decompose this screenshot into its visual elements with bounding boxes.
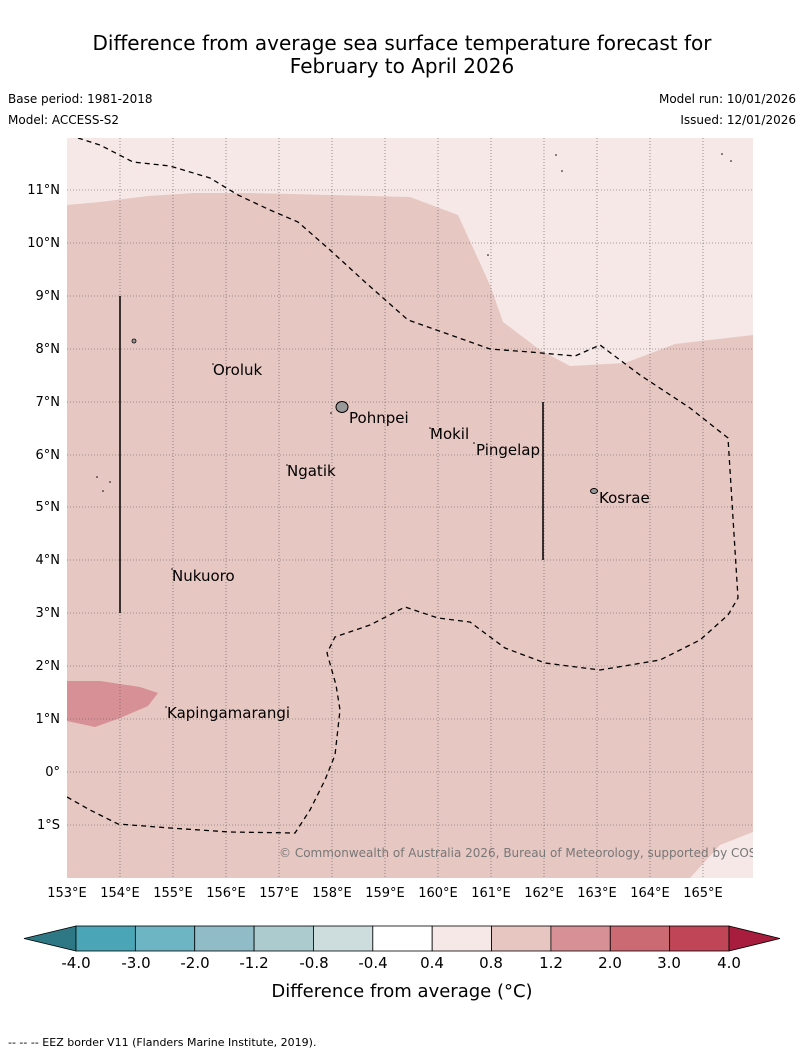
place-label-mokil: Mokil (430, 425, 469, 443)
map-plot-area: Oroluk Pohnpei Mokil Pingelap Ngatik Kos… (67, 138, 784, 878)
colorbar-tick-label: -4.0 (61, 954, 90, 972)
eez-border (67, 138, 739, 834)
lon-label: 161°E (471, 886, 511, 901)
colorbar-tick-label: 0.4 (420, 954, 444, 972)
title-line-1: Difference from average sea surface temp… (92, 31, 712, 55)
place-label-nukuoro: Nukuoro (172, 567, 235, 585)
colorbar-tick-label: 3.0 (657, 954, 681, 972)
colorbar-swatch (609, 925, 671, 952)
colorbar-tick-label: -0.4 (358, 954, 387, 972)
place-label-kosrae: Kosrae (599, 489, 650, 507)
lat-label: 9°N (36, 289, 61, 304)
colorbar-tick-label: -3.0 (121, 954, 150, 972)
lat-label: 6°N (36, 448, 61, 463)
colorbar-extend-low (23, 925, 77, 952)
map-grid (67, 138, 753, 878)
colorbar-swatch (491, 925, 552, 952)
colorbar-tick-label: -0.8 (299, 954, 328, 972)
latitude-labels: 11°N 10°N 9°N 8°N 7°N 6°N 5°N 4°N 3°N 2°… (27, 183, 60, 833)
lat-label: 3°N (36, 606, 61, 621)
map-title: Difference from average sea surface temp… (0, 32, 804, 78)
lat-label: 8°N (36, 342, 61, 357)
place-label-pohnpei: Pohnpei (349, 409, 409, 427)
small-islets (96, 153, 732, 708)
colorbar-tick-label: 1.2 (539, 954, 563, 972)
anomaly-region-0.4-0.8-southeast (690, 832, 753, 878)
lat-label: 10°N (27, 236, 60, 251)
issued-date: Issued: 12/01/2026 (680, 113, 796, 127)
anomaly-region-0.4-0.8-north (67, 138, 753, 366)
kosrae-island (590, 488, 598, 494)
colorbar-swatch (669, 925, 730, 952)
place-label-oroluk: Oroluk (213, 361, 262, 379)
lon-label: 165°E (683, 886, 723, 901)
lat-label: 4°N (36, 553, 61, 568)
colorbar-tick-label: 0.8 (479, 954, 503, 972)
lon-label: 156°E (206, 886, 246, 901)
lat-label: 7°N (36, 395, 61, 410)
colorbar-swatch (253, 925, 314, 952)
lat-label: 11°N (27, 183, 60, 198)
islet-west (131, 338, 137, 344)
colorbar-swatch (550, 925, 611, 952)
copyright-notice: © Commonwealth of Australia 2026, Bureau… (279, 846, 784, 860)
pohnpei-island (335, 401, 349, 413)
colorbar-swatch (431, 925, 492, 952)
lon-label: 153°E (47, 886, 87, 901)
colorbar-labels: -4.0 -3.0 -2.0 -1.2 -0.8 -0.4 0.4 0.8 1.… (61, 954, 741, 972)
lon-label: 162°E (524, 886, 564, 901)
longitude-labels: 153°E 154°E 155°E 156°E 157°E 158°E 159°… (47, 886, 723, 901)
lon-label: 158°E (312, 886, 352, 901)
colorbar-swatch (134, 925, 196, 952)
colorbar-extend-high (728, 925, 781, 952)
colorbar-tick-label: -1.2 (239, 954, 268, 972)
colorbar-swatch (372, 925, 433, 952)
eez-legend-note: -- -- -- EEZ border V11 (Flanders Marine… (8, 1036, 317, 1049)
place-label-ngatik: Ngatik (287, 462, 336, 480)
place-label-pingelap: Pingelap (476, 441, 540, 459)
lon-label: 160°E (418, 886, 458, 901)
lat-label: 1°S (37, 818, 60, 833)
lon-label: 157°E (259, 886, 299, 901)
forecast-map: Oroluk Pohnpei Mokil Pingelap Ngatik Kos… (23, 138, 784, 1002)
model-name: Model: ACCESS-S2 (8, 113, 120, 127)
colorbar-swatch (313, 925, 374, 952)
colorbar-swatch (194, 925, 255, 952)
lat-label: 2°N (36, 659, 61, 674)
lon-label: 164°E (630, 886, 670, 901)
lon-label: 154°E (100, 886, 140, 901)
anomaly-region-1.2-2.0-west (67, 681, 158, 727)
colorbar (23, 925, 781, 952)
colorbar-swatch (75, 925, 136, 952)
lon-label: 155°E (153, 886, 193, 901)
colorbar-tick-label: 4.0 (717, 954, 741, 972)
base-period: Base period: 1981-2018 (8, 92, 153, 106)
colorbar-tick-label: 2.0 (598, 954, 622, 972)
colorbar-tick-label: -2.0 (180, 954, 209, 972)
place-label-kapingamarangi: Kapingamarangi (167, 704, 290, 722)
colorbar-title: Difference from average (°C) (271, 981, 532, 1002)
lat-label: 5°N (36, 500, 61, 515)
title-line-2: February to April 2026 (289, 54, 515, 78)
model-run: Model run: 10/01/2026 (658, 92, 796, 106)
lon-label: 159°E (365, 886, 405, 901)
lon-label: 163°E (577, 886, 617, 901)
lat-label: 0° (45, 765, 60, 780)
lat-label: 1°N (36, 712, 61, 727)
